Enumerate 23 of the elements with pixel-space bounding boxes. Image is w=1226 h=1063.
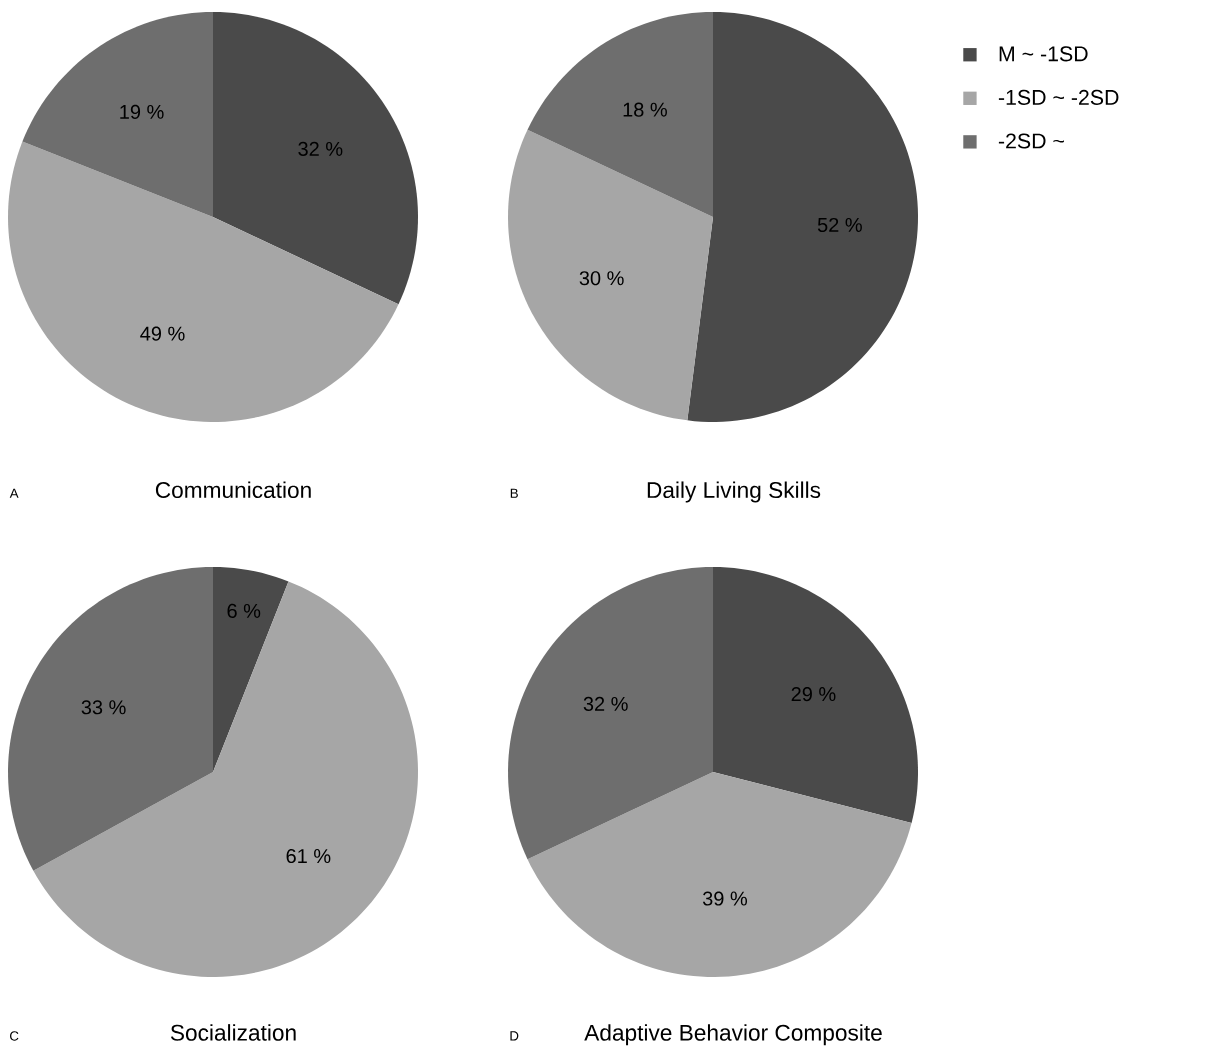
legend-label: -1SD ~ -2SD xyxy=(998,89,1119,105)
data-label: 30 % xyxy=(579,271,624,286)
legend-label: M ~ -1SD xyxy=(999,46,1088,62)
data-label: 32 % xyxy=(298,141,343,156)
data-label: 6 % xyxy=(227,603,261,618)
text: Socialization xyxy=(170,1024,296,1041)
data-label: 18 % xyxy=(623,102,667,117)
data-label: 33 % xyxy=(81,700,126,715)
text: Adaptive Behavior Composite xyxy=(584,1024,882,1046)
text: D xyxy=(510,1031,519,1041)
text: C xyxy=(10,1031,19,1041)
text: Daily Living Skills xyxy=(647,481,821,503)
text: Communication xyxy=(155,481,311,499)
data-label: 49 % xyxy=(140,326,185,341)
text: B xyxy=(510,488,518,498)
data-label: 39 % xyxy=(702,891,748,906)
data-label: 32 % xyxy=(583,696,628,711)
data-label: 61 % xyxy=(286,848,331,864)
text: A xyxy=(9,488,19,498)
data-label: 52 % xyxy=(817,217,862,233)
legend-label: -2SD ~ xyxy=(998,133,1064,149)
data-label: 29 % xyxy=(791,687,836,702)
data-label: 19 % xyxy=(120,104,164,119)
